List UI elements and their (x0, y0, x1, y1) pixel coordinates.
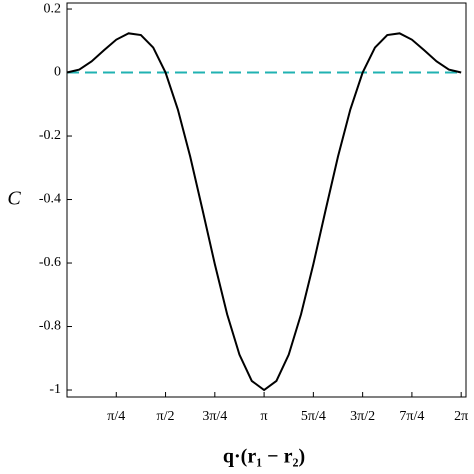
series-line (66, 32, 462, 392)
x-tick-label: π/2 (157, 409, 175, 424)
y-tick-label: -0.8 (39, 319, 61, 334)
x-tick-label: 2π (454, 409, 468, 424)
x-tick-label: π (261, 409, 268, 424)
x-tick-label: π/4 (107, 409, 125, 424)
y-axis-label: C (7, 188, 21, 210)
x-tick-label: 3π/2 (350, 409, 375, 424)
y-tick-label: -1 (49, 382, 61, 397)
plot-frame (66, 2, 467, 398)
y-tick-label: 0.2 (44, 1, 62, 16)
x-tick-label: 5π/4 (301, 409, 326, 424)
x-tick-label: 3π/4 (202, 409, 227, 424)
x-axis-label: q·(r₁ − r₂) (223, 446, 305, 468)
y-tick-label: -0.2 (39, 128, 61, 143)
y-tick-label: -0.4 (39, 192, 61, 207)
y-tick-label: -0.6 (39, 255, 61, 270)
x-tick-label: 7π/4 (399, 409, 424, 424)
y-tick-label: 0 (54, 65, 61, 80)
